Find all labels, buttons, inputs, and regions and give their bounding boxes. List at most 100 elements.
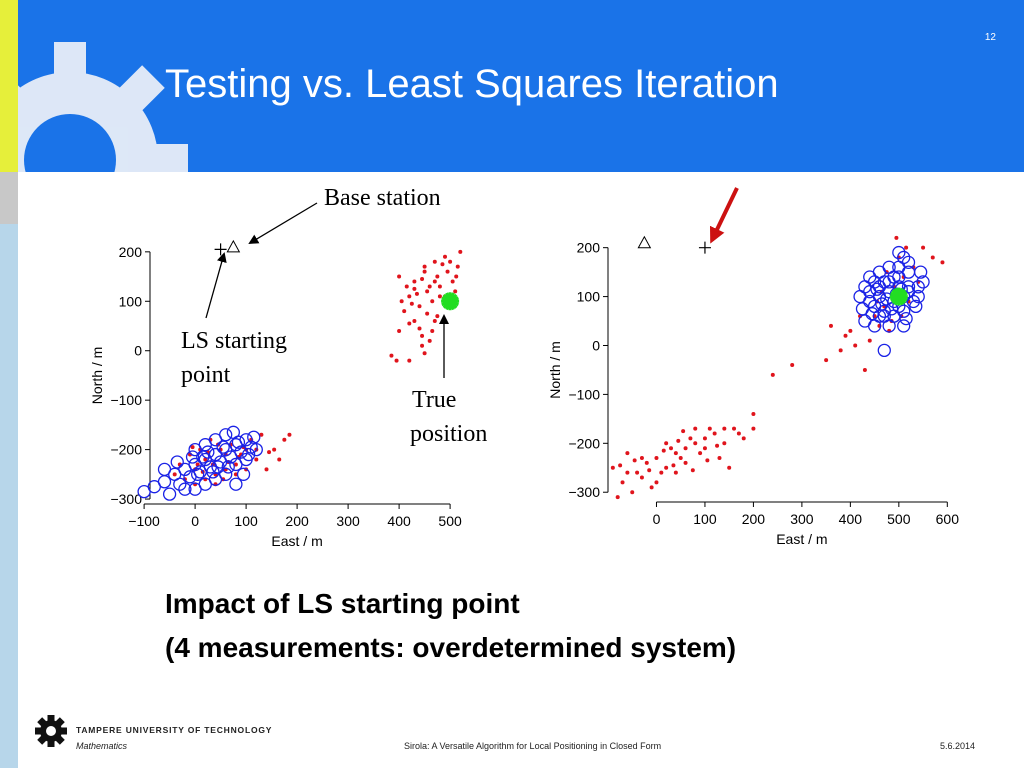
red-data-point bbox=[397, 274, 402, 279]
red-data-point bbox=[702, 446, 707, 451]
blue-circle-point bbox=[239, 433, 253, 447]
university-logo-icon bbox=[35, 715, 67, 747]
x-tick-label: 300 bbox=[336, 513, 360, 529]
blue-circle-point bbox=[872, 309, 887, 323]
red-data-point bbox=[732, 426, 737, 431]
red-data-point bbox=[848, 328, 853, 333]
red-data-point bbox=[647, 468, 652, 473]
ls-start-arrow bbox=[205, 252, 227, 319]
scatter-chart-right: 0 100 200 300 400 500 600 −300 −200 −100 0 100 200 Ea… bbox=[547, 235, 959, 547]
red-data-point bbox=[853, 343, 858, 348]
red-data-point bbox=[712, 431, 717, 436]
red-data-point bbox=[409, 301, 414, 306]
accent-strip-yellow bbox=[0, 0, 18, 172]
base-station-triangle-icon bbox=[637, 235, 652, 249]
red-data-point bbox=[412, 279, 417, 284]
red-data-point bbox=[412, 286, 417, 291]
blue-circle-point bbox=[241, 447, 256, 462]
y-tick-label: 100 bbox=[577, 289, 601, 305]
red-data-point bbox=[705, 458, 710, 463]
red-data-point bbox=[664, 441, 669, 446]
red-data-point bbox=[435, 314, 440, 319]
y-tick-label: −100 bbox=[110, 392, 142, 408]
red-data-point bbox=[422, 269, 427, 274]
caption-line2: (4 measurements: overdetermined system) bbox=[165, 632, 737, 663]
red-data-point bbox=[422, 351, 427, 356]
true-position-star-icon bbox=[441, 292, 460, 311]
slide-number: 12 bbox=[984, 32, 996, 43]
blue-circle-point bbox=[897, 319, 911, 333]
red-data-point bbox=[632, 458, 637, 463]
red-data-point bbox=[639, 475, 644, 480]
red-data-point bbox=[940, 260, 945, 265]
x-tick-label: 0 bbox=[191, 513, 199, 529]
red-data-point bbox=[282, 437, 287, 442]
red-data-point bbox=[615, 495, 620, 500]
blue-circle-point bbox=[170, 455, 184, 469]
red-data-point bbox=[717, 455, 722, 460]
department-name: Mathematics bbox=[76, 741, 128, 751]
red-data-point bbox=[453, 289, 458, 294]
red-data-point bbox=[417, 326, 422, 331]
base-station-arrow bbox=[248, 202, 318, 245]
base-station-triangle-icon bbox=[226, 239, 241, 253]
scatter-chart-left: −100 0 100 200 300 400 500 −300 −200 −100 0 100 200 E… bbox=[89, 239, 463, 549]
red-data-point bbox=[402, 309, 407, 314]
red-data-point bbox=[277, 457, 282, 462]
red-data-point bbox=[454, 274, 459, 279]
blue-circle-point bbox=[229, 477, 243, 491]
slide-header: 12 Testing vs. Least Squares Iteration bbox=[0, 0, 1024, 172]
red-data-point bbox=[432, 279, 437, 284]
red-data-point bbox=[420, 277, 425, 282]
blue-circle-point bbox=[219, 428, 233, 442]
x-tick-label: 0 bbox=[653, 511, 661, 527]
red-data-point bbox=[172, 472, 177, 477]
blue-circle-point bbox=[157, 475, 172, 489]
blue-circle-point bbox=[901, 280, 916, 294]
red-data-point bbox=[862, 367, 867, 372]
ls-start-plus-icon bbox=[214, 243, 227, 256]
red-data-point bbox=[838, 348, 843, 353]
blue-circle-point bbox=[226, 425, 241, 439]
red-data-point bbox=[233, 462, 238, 467]
red-data-point bbox=[654, 480, 659, 485]
red-data-point bbox=[264, 467, 269, 472]
accent-strip-grey bbox=[0, 172, 18, 224]
x-axis-label: East / m bbox=[271, 533, 322, 549]
y-tick-label: 0 bbox=[134, 343, 142, 359]
blue-circle-point bbox=[157, 462, 172, 477]
red-data-point bbox=[630, 490, 635, 495]
red-data-point bbox=[751, 411, 756, 416]
true-position-star-icon bbox=[889, 287, 908, 306]
red-data-point bbox=[432, 259, 437, 264]
red-data-point bbox=[450, 279, 455, 284]
red-data-point bbox=[254, 457, 259, 462]
red-data-point bbox=[407, 358, 412, 363]
red-data-point bbox=[707, 426, 712, 431]
x-axis-label: East / m bbox=[776, 531, 827, 547]
red-data-point bbox=[445, 269, 450, 274]
red-data-point bbox=[649, 485, 654, 490]
red-data-point bbox=[790, 363, 795, 368]
red-data-point bbox=[930, 255, 935, 260]
blue-circle-point bbox=[196, 450, 210, 464]
red-data-point bbox=[683, 446, 688, 451]
red-data-point bbox=[435, 274, 440, 279]
blue-circle-point bbox=[185, 450, 200, 464]
red-data-point bbox=[443, 254, 447, 259]
red-data-point bbox=[664, 465, 669, 470]
x-tick-label: 500 bbox=[438, 513, 462, 529]
blue-circle-point bbox=[206, 465, 220, 479]
red-data-point bbox=[404, 284, 409, 289]
red-data-point bbox=[389, 353, 394, 358]
red-data-point bbox=[420, 343, 425, 348]
blue-circle-point bbox=[877, 275, 891, 289]
blue-circle-point bbox=[897, 250, 911, 265]
red-data-point bbox=[618, 463, 623, 468]
red-data-point bbox=[894, 235, 899, 240]
red-data-point bbox=[233, 472, 238, 477]
y-tick-label: −200 bbox=[568, 435, 600, 451]
red-data-point bbox=[904, 245, 909, 250]
y-tick-label: −200 bbox=[110, 442, 142, 458]
red-data-point bbox=[259, 432, 264, 437]
